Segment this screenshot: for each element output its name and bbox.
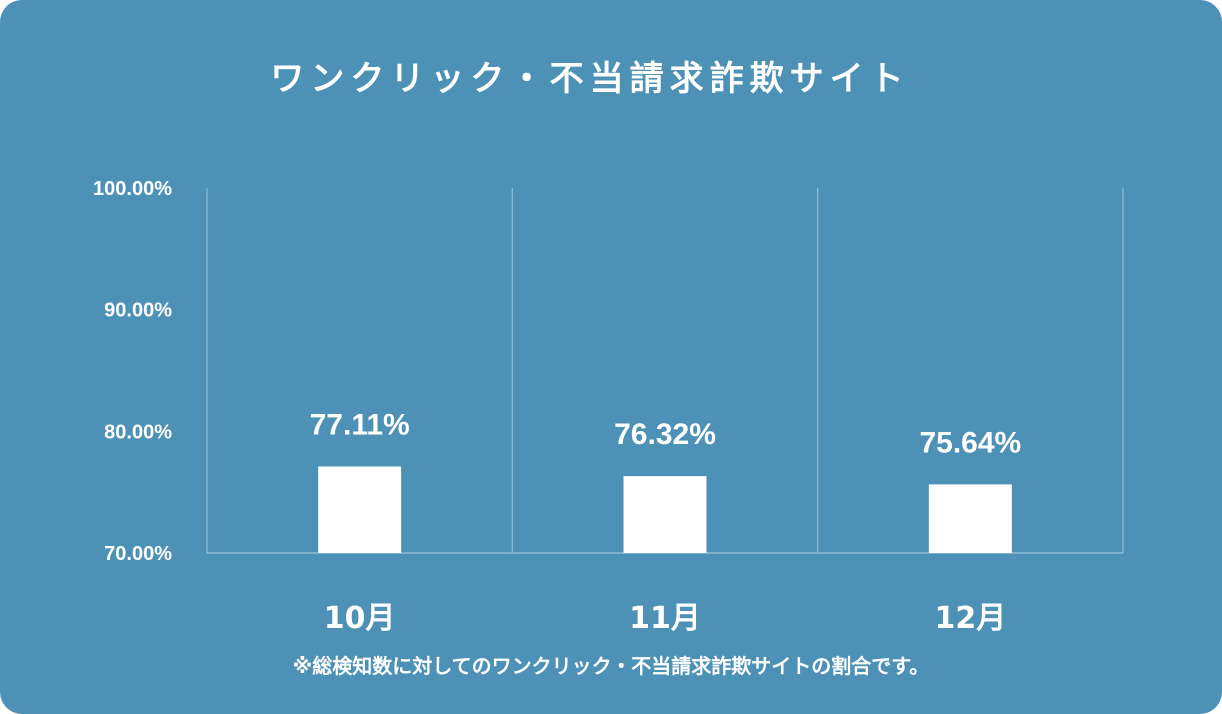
category-label: 11月 <box>629 601 701 636</box>
y-tick-label: 80.00% <box>104 421 172 443</box>
bar <box>928 484 1012 553</box>
category-label: 12月 <box>934 601 1006 636</box>
y-axis-ticks: 70.00% 80.00% 90.00% 100.00% <box>93 178 172 565</box>
chart-title: ワンクリック・不当請求詐欺サイト <box>270 59 910 99</box>
category-labels: 10月 11月 12月 <box>324 601 1006 636</box>
bar <box>623 476 707 553</box>
footnote: ※総検知数に対してのワンクリック・不当請求詐欺サイトの割合です。 <box>292 654 930 678</box>
category-label: 10月 <box>324 601 396 636</box>
value-label: 77.11% <box>310 408 410 441</box>
value-labels: 77.11% 76.32% 75.64% <box>310 408 1022 459</box>
y-tick-label: 100.00% <box>93 178 172 200</box>
bar <box>318 466 402 553</box>
value-label: 75.64% <box>919 426 1021 459</box>
value-label: 76.32% <box>614 418 716 451</box>
y-tick-label: 90.00% <box>104 300 172 322</box>
bars <box>318 466 1012 553</box>
y-tick-label: 70.00% <box>104 543 172 565</box>
